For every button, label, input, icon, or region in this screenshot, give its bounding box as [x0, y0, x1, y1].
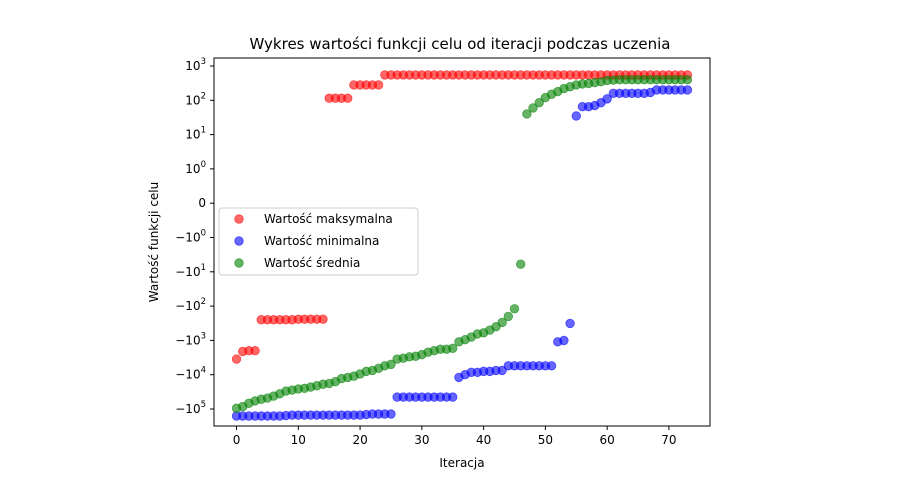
x-tick-label: 20	[352, 433, 367, 447]
data-point	[515, 259, 526, 269]
y-tick-label: 101	[185, 126, 206, 142]
data-point	[497, 365, 507, 376]
data-point	[534, 98, 544, 108]
data-point	[559, 335, 569, 346]
series-1	[231, 85, 693, 421]
y-tick-label: 102	[185, 91, 206, 107]
x-axis-ticks: 0 10 20 30 40 50 60 70	[233, 426, 677, 447]
x-tick-label: 50	[538, 433, 553, 447]
chart-title: Wykres wartości funkcji celu od iteracji…	[249, 35, 670, 53]
data-point	[448, 392, 458, 402]
y-tick-label: −102	[175, 297, 206, 313]
y-tick-label: −105	[175, 400, 206, 416]
data-point	[546, 361, 557, 371]
data-point	[503, 311, 514, 322]
y-tick-label: 103	[185, 57, 206, 73]
data-point	[386, 409, 396, 419]
data-point	[571, 111, 581, 121]
legend: Wartość maksymalna Wartość minimalna Warto…	[218, 207, 419, 276]
y-axis-ticks: 103 102 101 100 0 −100 −101 −102 −103 −104 −105	[175, 57, 214, 416]
y-tick-label: 100	[185, 160, 206, 176]
legend-label: Wartość średnia	[264, 256, 360, 270]
data-point	[509, 304, 520, 314]
x-tick-label: 70	[661, 433, 676, 447]
data-point	[373, 80, 384, 90]
data-point	[682, 74, 693, 85]
data-point	[448, 343, 458, 354]
x-axis-label: Iteracja	[439, 456, 484, 470]
y-tick-label: −101	[175, 263, 206, 279]
data-point	[602, 94, 612, 104]
legend-marker	[234, 236, 244, 246]
data-point	[343, 93, 353, 103]
legend-marker	[234, 258, 244, 268]
x-tick-label: 30	[414, 433, 429, 447]
legend-marker	[234, 214, 244, 224]
data-point	[231, 354, 242, 364]
plot-frame	[213, 57, 711, 427]
x-tick-label: 0	[233, 433, 241, 447]
y-tick-label: −103	[175, 331, 206, 347]
data-point	[522, 109, 532, 119]
series-2	[231, 74, 693, 413]
data-point	[497, 317, 507, 328]
data-points	[231, 70, 693, 421]
data-point	[318, 314, 328, 324]
legend-label: Wartość maksymalna	[264, 212, 393, 226]
data-point	[250, 346, 260, 356]
y-tick-label: −104	[175, 366, 206, 382]
data-point	[565, 318, 575, 329]
y-axis-label: Wartość funkcji celu	[147, 182, 161, 302]
data-point	[386, 359, 396, 370]
legend-label: Wartość minimalna	[264, 234, 379, 248]
data-point	[528, 103, 538, 113]
x-tick-label: 10	[291, 433, 306, 447]
y-tick-label: 0	[198, 196, 206, 210]
y-tick-label: −100	[175, 229, 206, 245]
x-tick-label: 40	[476, 433, 491, 447]
legend-box	[218, 207, 419, 276]
data-point	[682, 85, 693, 95]
x-tick-label: 60	[600, 433, 615, 447]
